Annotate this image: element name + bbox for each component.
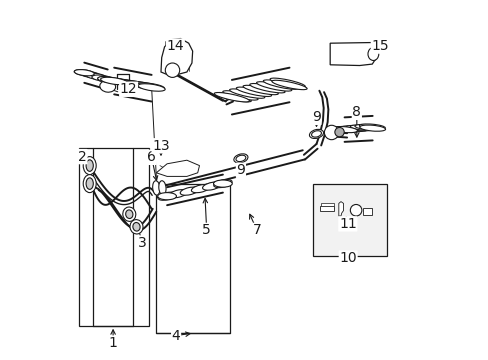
Ellipse shape (98, 76, 118, 83)
Ellipse shape (213, 180, 232, 188)
Polygon shape (156, 160, 199, 176)
Text: 11: 11 (338, 217, 356, 231)
Ellipse shape (122, 207, 136, 221)
Ellipse shape (86, 178, 93, 189)
Ellipse shape (169, 190, 187, 198)
Ellipse shape (74, 69, 94, 76)
Text: 5: 5 (202, 224, 211, 237)
Polygon shape (329, 42, 376, 66)
Ellipse shape (74, 69, 94, 76)
Polygon shape (338, 202, 343, 216)
Ellipse shape (80, 71, 100, 78)
Text: 4: 4 (171, 329, 180, 342)
Ellipse shape (271, 80, 306, 90)
Ellipse shape (107, 78, 134, 85)
Ellipse shape (125, 81, 152, 88)
Bar (363, 208, 371, 215)
Ellipse shape (86, 73, 106, 80)
Ellipse shape (100, 81, 115, 92)
Bar (320, 203, 333, 206)
Ellipse shape (236, 87, 271, 96)
Ellipse shape (223, 91, 258, 100)
Text: 8: 8 (352, 105, 361, 119)
Ellipse shape (367, 48, 378, 60)
Ellipse shape (83, 175, 96, 193)
Ellipse shape (214, 93, 249, 102)
Ellipse shape (331, 126, 357, 133)
Ellipse shape (165, 63, 179, 77)
Ellipse shape (350, 125, 375, 130)
Text: 9: 9 (311, 111, 320, 124)
Ellipse shape (86, 160, 93, 171)
Ellipse shape (125, 210, 133, 219)
Ellipse shape (229, 89, 264, 98)
Ellipse shape (92, 75, 112, 81)
Ellipse shape (236, 155, 245, 162)
Ellipse shape (309, 129, 323, 139)
Ellipse shape (83, 157, 96, 175)
Text: 9: 9 (236, 163, 245, 177)
Bar (312, 184, 386, 256)
Ellipse shape (113, 79, 140, 86)
Text: 7: 7 (252, 224, 261, 237)
Bar (320, 206, 334, 211)
Ellipse shape (341, 126, 366, 131)
Ellipse shape (233, 154, 247, 163)
Ellipse shape (249, 84, 285, 93)
Ellipse shape (243, 85, 278, 95)
Polygon shape (161, 39, 192, 75)
Text: 3: 3 (137, 236, 146, 250)
Ellipse shape (311, 131, 321, 137)
Ellipse shape (349, 204, 361, 216)
Ellipse shape (359, 125, 385, 131)
Ellipse shape (101, 77, 127, 85)
Ellipse shape (138, 84, 165, 91)
Text: 10: 10 (339, 251, 356, 265)
Ellipse shape (119, 80, 146, 87)
Text: 15: 15 (371, 39, 388, 53)
Ellipse shape (180, 187, 198, 195)
Ellipse shape (191, 185, 209, 193)
Ellipse shape (133, 222, 140, 231)
Ellipse shape (354, 125, 380, 130)
Ellipse shape (216, 93, 251, 102)
Ellipse shape (202, 182, 221, 190)
Text: 13: 13 (152, 139, 169, 153)
Ellipse shape (256, 82, 291, 91)
Ellipse shape (359, 124, 385, 130)
Ellipse shape (334, 127, 344, 137)
Text: 6: 6 (147, 150, 156, 164)
Text: 2: 2 (78, 150, 87, 163)
Ellipse shape (152, 181, 160, 195)
Ellipse shape (324, 125, 338, 140)
Bar (79, 148, 149, 326)
Ellipse shape (158, 192, 176, 200)
Text: 14: 14 (166, 39, 184, 53)
Ellipse shape (98, 77, 118, 83)
Ellipse shape (332, 127, 358, 132)
Ellipse shape (101, 77, 128, 85)
Bar (156, 184, 230, 333)
Ellipse shape (158, 193, 176, 200)
Ellipse shape (131, 82, 158, 89)
Ellipse shape (213, 180, 232, 187)
Text: 1: 1 (108, 336, 117, 350)
Ellipse shape (137, 83, 164, 90)
Ellipse shape (263, 80, 298, 89)
Ellipse shape (269, 78, 305, 87)
Ellipse shape (159, 181, 166, 195)
Ellipse shape (345, 125, 371, 131)
Ellipse shape (336, 126, 362, 132)
Ellipse shape (130, 220, 142, 234)
Text: 12: 12 (120, 82, 137, 96)
